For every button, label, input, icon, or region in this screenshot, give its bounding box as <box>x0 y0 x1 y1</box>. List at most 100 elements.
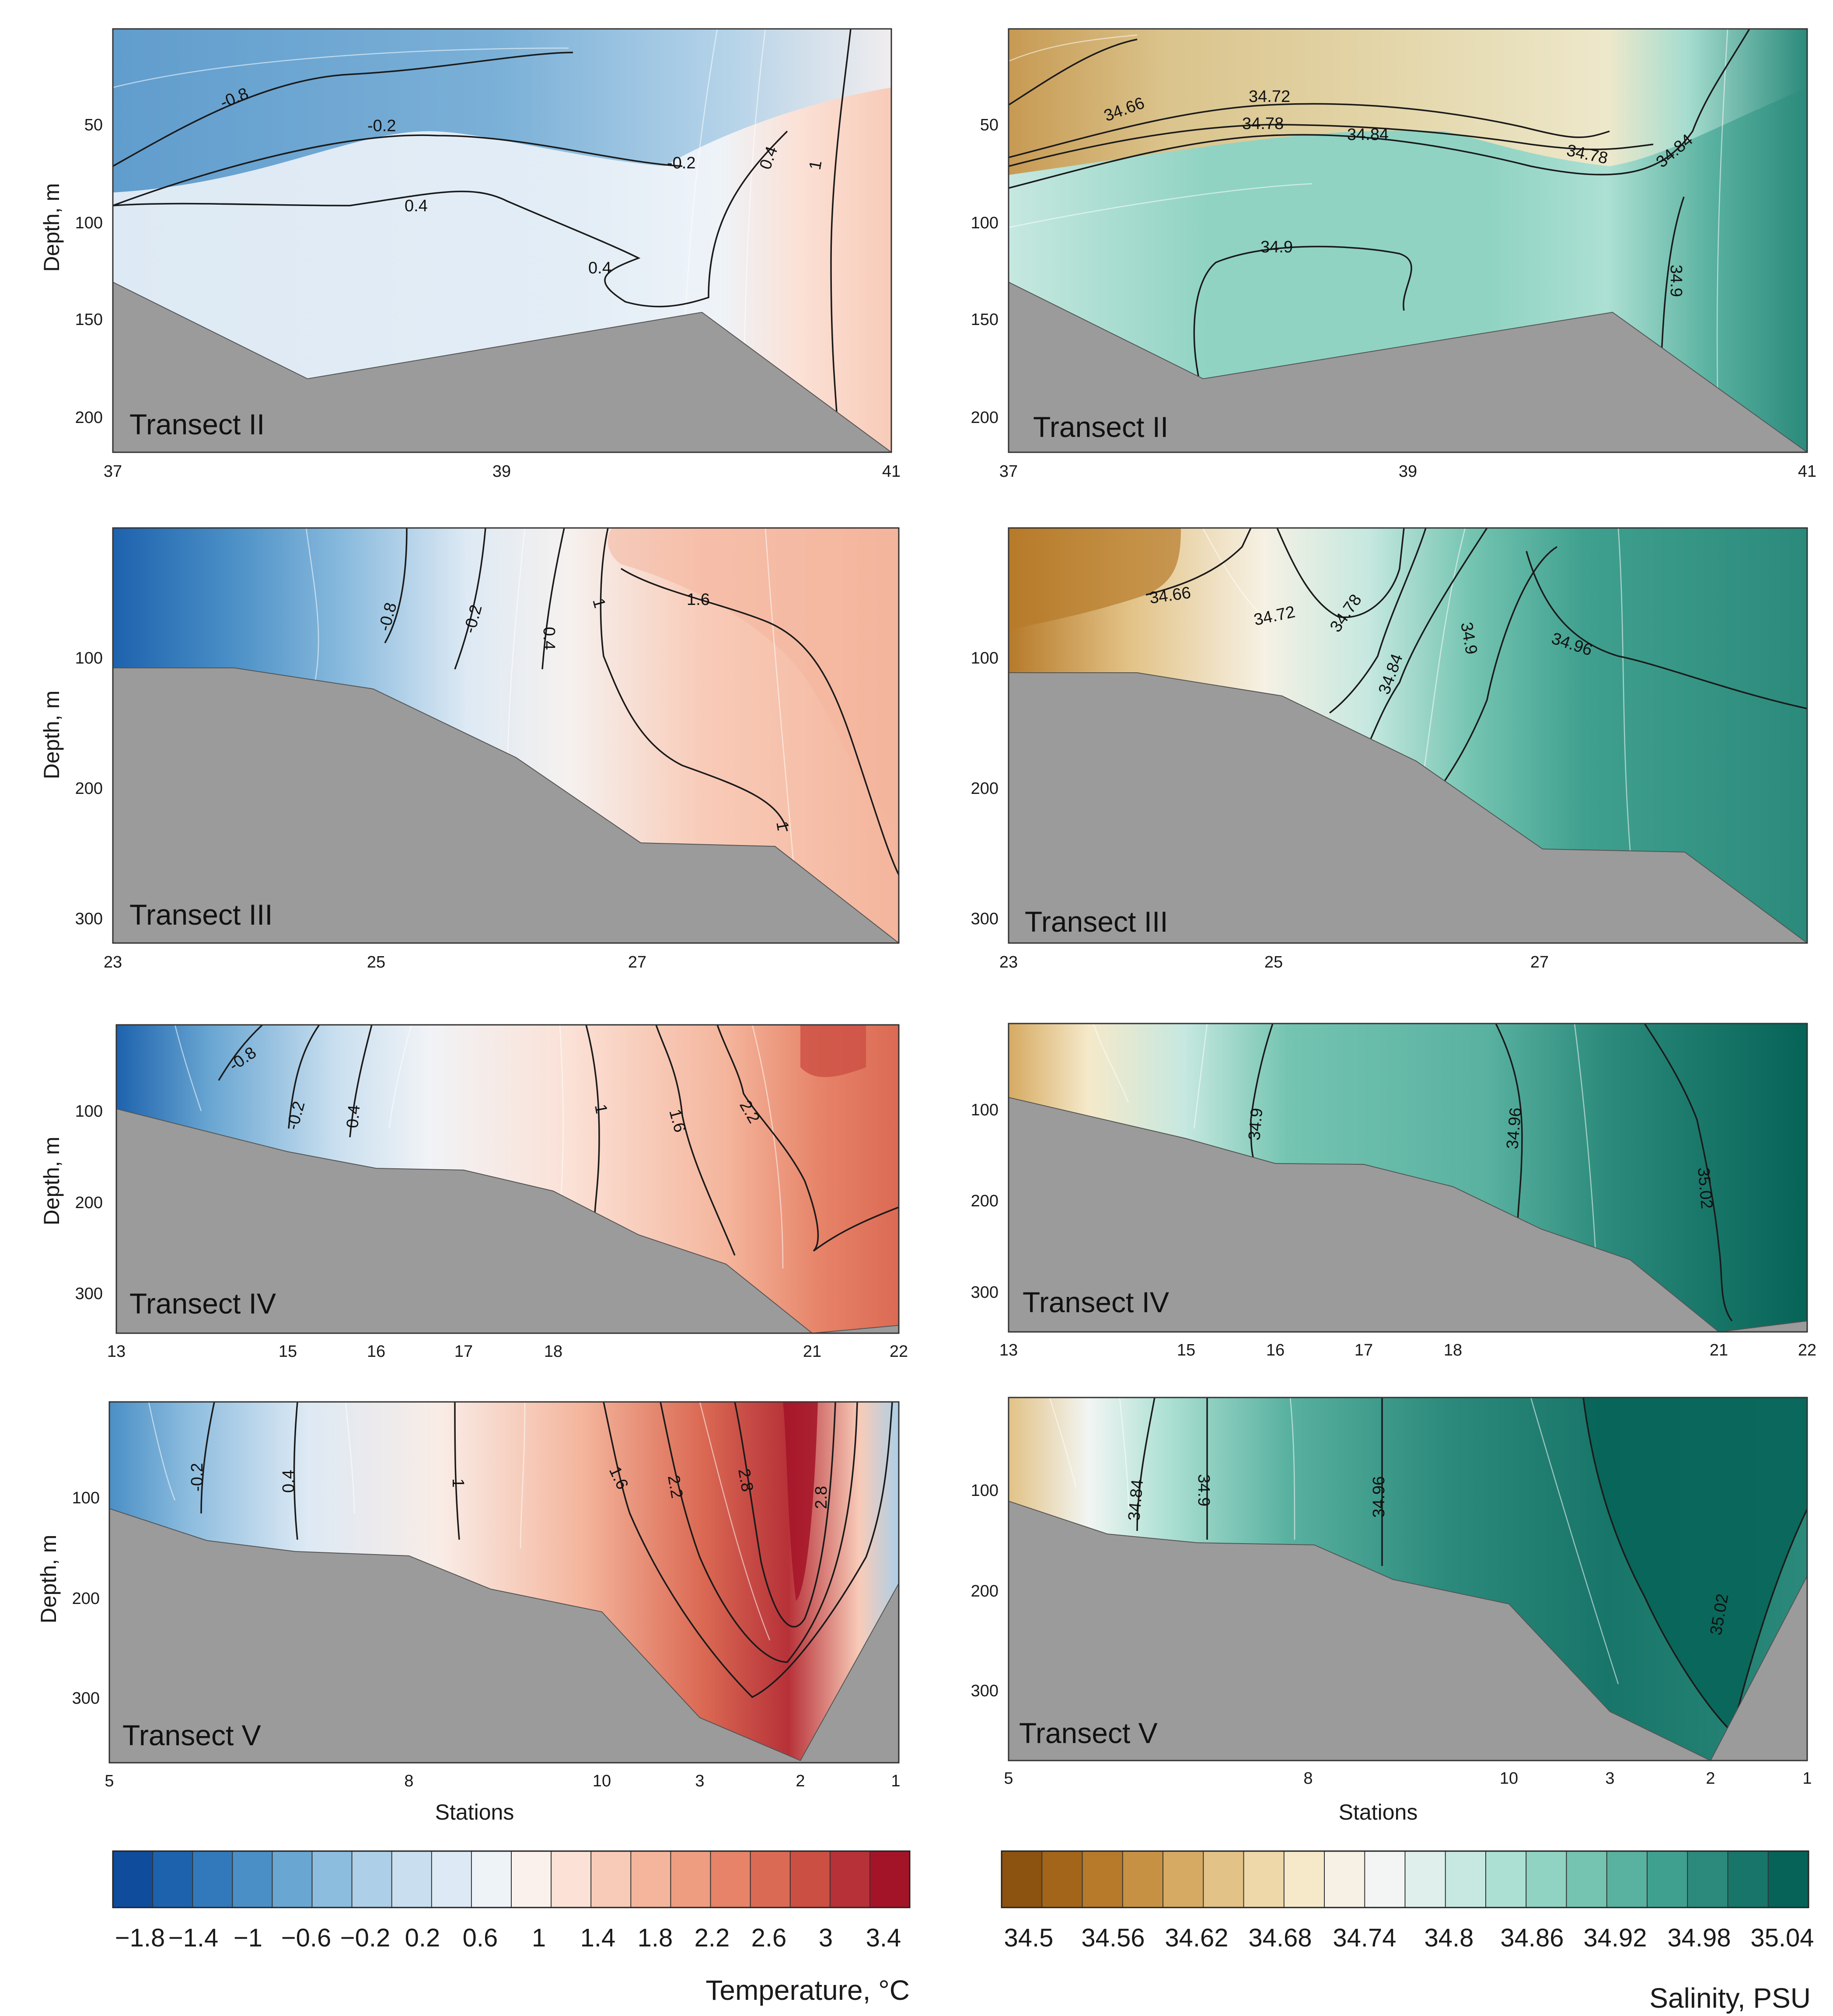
y-tick-label: 300 <box>971 910 999 928</box>
colorbar-salinity-swatch <box>1364 1851 1406 1908</box>
y-tick-label: 100 <box>971 649 999 667</box>
colorbar-temperature-swatch <box>869 1851 911 1908</box>
colorbar-tick-label: 34.68 <box>1248 1924 1312 1952</box>
x-tick-label: 17 <box>454 1342 473 1361</box>
contour-line <box>1329 528 1427 714</box>
colorbar-temperature-swatch <box>471 1851 512 1908</box>
panel-frame <box>1008 1397 1808 1761</box>
contour-label: 0.4 <box>588 259 611 277</box>
colorbar-salinity <box>1001 1850 1809 1908</box>
colorbar-tick-label: 34.92 <box>1583 1924 1647 1952</box>
colorbar-temperature-swatch <box>232 1851 273 1908</box>
panel-sal-II: 34.66 34.72 34.78 34.84 34.78 34.84 34.9… <box>1009 29 1807 452</box>
colorbar-salinity-ticks: 34.5 34.56 34.62 34.68 34.74 34.8 34.86 … <box>1004 1924 1814 1952</box>
contour-line <box>113 52 573 167</box>
warm-core <box>783 1402 818 1601</box>
contour-line <box>1009 38 1138 106</box>
x-tick-label: 27 <box>1530 953 1549 971</box>
warm-core <box>608 528 899 831</box>
colorbar-salinity-swatch <box>1324 1851 1365 1908</box>
x-tick-label: 25 <box>1264 953 1283 971</box>
contour-line <box>1193 245 1412 394</box>
x-tick-label: 21 <box>803 1342 821 1361</box>
contour-line <box>288 1025 320 1129</box>
x-tick-label: 22 <box>1798 1341 1816 1359</box>
colorbar-salinity-swatch <box>1566 1851 1608 1908</box>
colorbar-temperature-swatch <box>311 1851 353 1908</box>
contour-line <box>655 1025 736 1256</box>
transect-label: Transect IV <box>129 1287 276 1320</box>
panel-frame <box>112 527 900 944</box>
y-tick-label: 200 <box>971 779 999 798</box>
colorbar-salinity-swatch <box>1606 1851 1648 1908</box>
contour-label: 2.8 <box>812 1486 831 1509</box>
contour-line <box>113 130 788 307</box>
contour-label: 0.4 <box>279 1470 298 1493</box>
surface-cold-layer <box>113 29 891 192</box>
contour-label: 1 <box>449 1478 467 1488</box>
saline-core <box>1583 1398 1807 1732</box>
colorbar-temperature-swatch <box>789 1851 831 1908</box>
contour-label: 34.72 <box>1249 87 1290 106</box>
x-tick-label: 2 <box>1706 1769 1715 1788</box>
panel-frame <box>115 1024 900 1334</box>
x-tick-label: 18 <box>544 1342 562 1361</box>
x-tick-label: 8 <box>1303 1769 1313 1788</box>
colorbar-temperature-swatch <box>710 1851 751 1908</box>
x-tick-label: 25 <box>367 953 385 971</box>
contour-label: 2.2 <box>664 1474 686 1499</box>
x-tick-label: 3 <box>695 1772 704 1790</box>
x-tick-label: 41 <box>882 462 901 481</box>
colorbar-salinity-swatch <box>1122 1851 1164 1908</box>
colorbar-tick-label: −1 <box>234 1924 262 1952</box>
contour-line <box>384 528 408 643</box>
x-tick-label: 16 <box>1266 1341 1285 1359</box>
contour-line <box>1364 528 1488 753</box>
x-tick-label: 15 <box>279 1342 297 1361</box>
colorbar-tick-label: 34.74 <box>1333 1924 1396 1952</box>
colorbar-temperature-swatch <box>112 1851 154 1908</box>
contour-line <box>1136 1398 1156 1531</box>
colorbar-tick-label: 3 <box>819 1924 833 1952</box>
x-tick-label: 41 <box>1798 462 1816 481</box>
transect-label: Transect V <box>122 1719 261 1751</box>
x-tick-label: 2 <box>796 1772 805 1790</box>
y-tick-label: 300 <box>971 1682 999 1700</box>
transect-label: Transect III <box>129 898 273 931</box>
contour-label: -0.2 <box>667 154 695 172</box>
colorbar-tick-label: −1.4 <box>168 1924 219 1952</box>
contour-line <box>218 1025 263 1081</box>
x-tick-label: 23 <box>999 953 1018 971</box>
colorbar-title-salinity: Salinity, PSU <box>1649 1982 1811 2014</box>
x-tick-label: 1 <box>1802 1769 1812 1788</box>
warm-core <box>800 1025 866 1077</box>
contour-line <box>541 528 565 670</box>
colorbar-salinity-swatch <box>1041 1851 1083 1908</box>
y-tick-label: 200 <box>75 409 103 427</box>
bathymetry-fill <box>1009 672 1807 943</box>
colorbar-salinity-swatch <box>1687 1851 1728 1908</box>
y-tick-label: 100 <box>75 1102 103 1121</box>
y-tick-label: 100 <box>971 1481 999 1500</box>
bathymetry-fill <box>1009 1097 1807 1332</box>
y-tick-label: 50 <box>980 116 999 134</box>
x-tick-label: 3 <box>1605 1769 1614 1788</box>
panel-sal-III: 34.66 34.72 34.78 34.84 34.9 34.96 Trans… <box>1009 528 1807 943</box>
panel-frame <box>112 28 892 453</box>
y-tick-label: 200 <box>971 409 999 427</box>
colorbar-salinity-swatch <box>1203 1851 1244 1908</box>
contour-label: 0.4 <box>540 627 558 650</box>
colorbar-tick-label: −0.6 <box>281 1924 332 1952</box>
colorbar-title-temperature: Temperature, °C <box>705 1974 910 2006</box>
bathymetry-fill <box>1009 1500 1807 1761</box>
colorbar-tick-label: 2.2 <box>695 1924 730 1952</box>
fresh-corner <box>1009 528 1181 630</box>
contour-line <box>1526 551 1807 709</box>
contour-line <box>1009 103 1610 158</box>
panel-frame <box>1008 527 1808 944</box>
colorbar-temperature-swatch <box>750 1851 791 1908</box>
colorbar-tick-label: 34.8 <box>1425 1924 1474 1952</box>
contour-line <box>660 1402 858 1663</box>
contour-label: 34.96 <box>1370 1476 1388 1518</box>
